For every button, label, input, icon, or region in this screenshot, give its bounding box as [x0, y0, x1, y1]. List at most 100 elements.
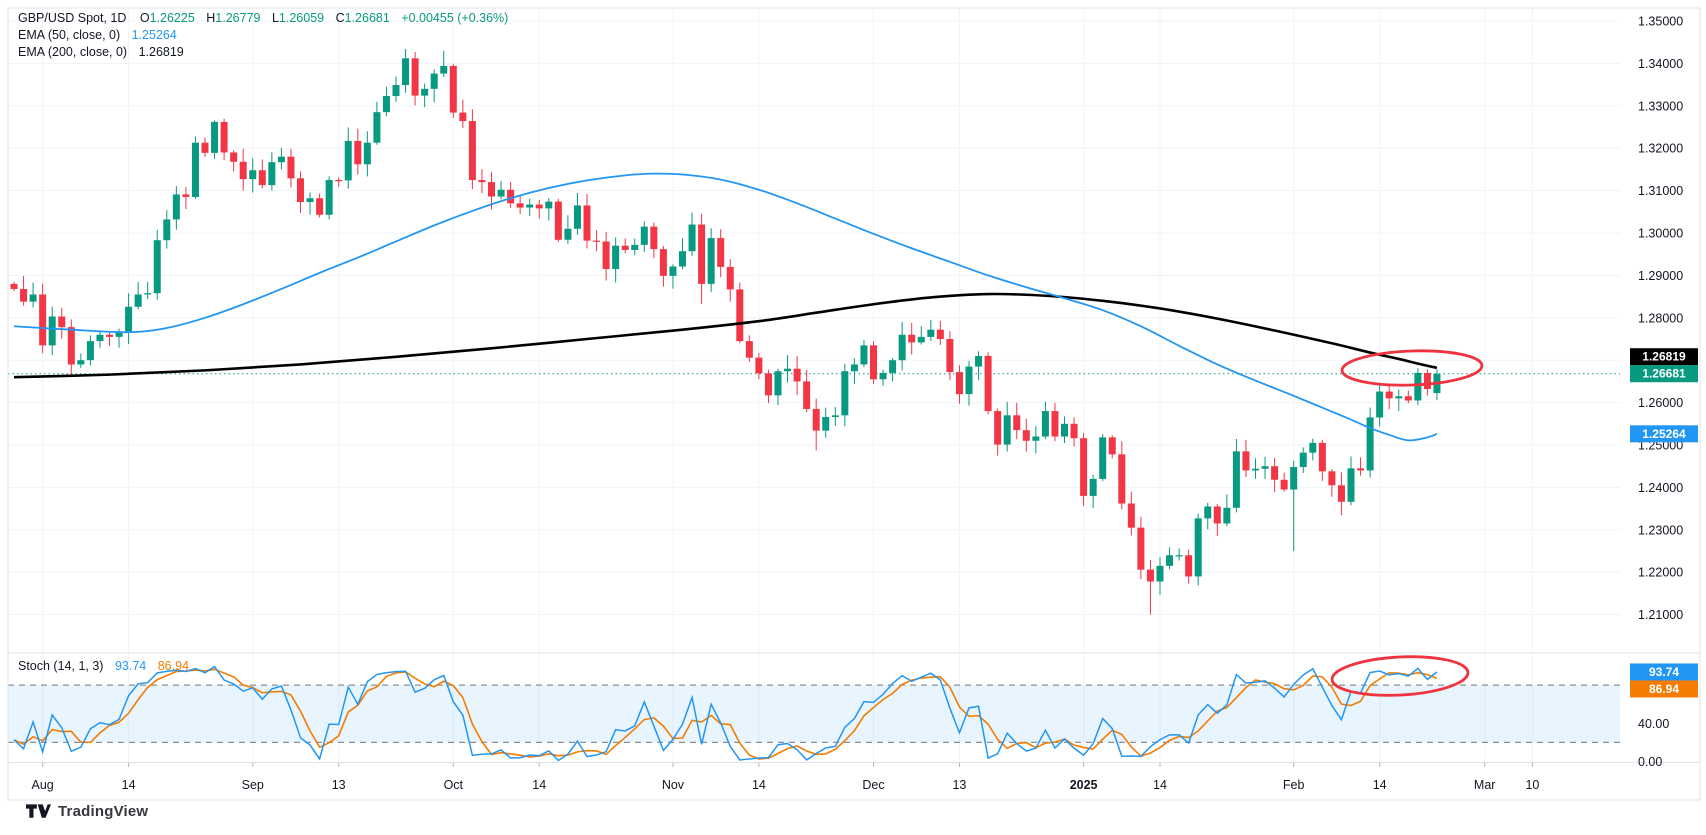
- candle-down: [755, 357, 763, 374]
- candle-down: [659, 249, 667, 276]
- price-axis[interactable]: 1.35000 1.34000 1.33000 1.32000 1.31000 1.300…: [1638, 15, 1683, 770]
- time-axis-label: 2025: [1070, 778, 1098, 792]
- stoch-axis-label: 40.00: [1638, 717, 1669, 731]
- candle-down: [1357, 468, 1365, 471]
- candle-down: [449, 65, 457, 113]
- close-label: C: [335, 11, 345, 25]
- candle-down: [936, 329, 944, 339]
- candle-down: [335, 180, 343, 182]
- candle-down: [39, 294, 47, 346]
- candle-up: [86, 341, 94, 361]
- open-value-group: O1.26225: [140, 11, 195, 25]
- candle-down: [1022, 430, 1030, 441]
- time-axis[interactable]: Aug 14 Sep 13 Oct 14 Nov 14 Dec 13 2025 14 Feb 14 Mar 1…: [32, 763, 1540, 792]
- candle-down: [1051, 411, 1059, 437]
- candle-down: [736, 289, 744, 342]
- candle-down: [1318, 442, 1326, 472]
- candle-down: [220, 121, 228, 153]
- price-axis-label: 1.23000: [1638, 523, 1683, 537]
- stoch-band: [8, 685, 1620, 743]
- tradingview-brand-text: TradingView: [58, 803, 149, 820]
- candle-down: [459, 112, 467, 122]
- time-axis-label: 14: [1373, 778, 1387, 792]
- candle-up: [822, 417, 830, 431]
- candle-up: [1156, 565, 1164, 582]
- candle-down: [602, 241, 610, 270]
- stoch-legend[interactable]: Stoch (14, 1, 3) 93.74 86.94: [18, 659, 189, 673]
- candle-down: [230, 152, 238, 162]
- low-value-group: L1.26059: [272, 11, 324, 25]
- ema50-price-label: 1.25264: [1630, 425, 1698, 443]
- candle-up: [707, 238, 715, 284]
- ema50-line: [13, 172, 1438, 442]
- candle-down: [1404, 396, 1412, 401]
- candle-down: [583, 205, 591, 241]
- candle-up: [640, 226, 648, 245]
- chart-frame: [7, 7, 1701, 801]
- candle-up: [1309, 442, 1317, 453]
- candle-down: [1108, 437, 1116, 455]
- candle-down: [1146, 569, 1154, 582]
- candle-up: [421, 88, 429, 96]
- symbol-legend[interactable]: GBP/USD Spot, 1D O1.26225 H1.26779 L1.26…: [18, 10, 508, 61]
- candle-down: [10, 283, 18, 289]
- candle-up: [1414, 372, 1422, 401]
- candle-up: [774, 371, 782, 396]
- candle-up: [545, 201, 553, 209]
- candle-down: [516, 203, 524, 208]
- price-axis-label: 1.31000: [1638, 184, 1683, 198]
- price-axis-label: 1.33000: [1638, 99, 1683, 113]
- candle-down: [650, 226, 658, 250]
- candle-down: [1137, 527, 1145, 570]
- candle-up: [373, 112, 381, 143]
- candle-up: [1376, 391, 1384, 418]
- candle-up: [115, 331, 123, 337]
- time-axis-label: 10: [1525, 778, 1539, 792]
- close-value: 1.26681: [344, 11, 390, 25]
- candle-down: [908, 334, 916, 343]
- price-axis-label: 1.30000: [1638, 227, 1683, 241]
- time-axis-label: 14: [752, 778, 766, 792]
- ema50-label: EMA (50, close, 0): [18, 28, 121, 42]
- candle-up: [211, 121, 219, 153]
- candle-up: [325, 180, 333, 215]
- svg-text:1.26819: 1.26819: [1642, 350, 1686, 364]
- candle-down: [803, 381, 811, 409]
- svg-text:1.25264: 1.25264: [1642, 427, 1686, 441]
- candle-up: [277, 156, 285, 163]
- candle-up: [29, 294, 37, 302]
- ema200-legend-row[interactable]: EMA (200, close, 0) 1.26819: [18, 44, 508, 61]
- candle-down: [1423, 372, 1431, 390]
- symbol-title[interactable]: GBP/USD Spot, 1D: [18, 11, 127, 25]
- candle-down: [946, 339, 954, 373]
- candle-down: [468, 121, 476, 180]
- candle-up: [440, 65, 448, 74]
- ema200-price-label: 1.26819: [1630, 348, 1698, 366]
- candle-up: [784, 368, 792, 372]
- candle-up: [1089, 478, 1097, 496]
- candle-up: [526, 204, 534, 208]
- candle-up: [249, 170, 257, 180]
- candle-up: [153, 240, 161, 294]
- price-axis-label: 1.26000: [1638, 396, 1683, 410]
- candle-down: [1118, 454, 1126, 504]
- candle-down: [994, 411, 1002, 445]
- symbol-row[interactable]: GBP/USD Spot, 1D O1.26225 H1.26779 L1.26…: [18, 10, 508, 27]
- candle-down: [1080, 438, 1088, 496]
- candle-down: [698, 224, 706, 284]
- candle-down: [297, 178, 304, 203]
- svg-text:1.26681: 1.26681: [1642, 367, 1686, 381]
- candle-up: [172, 194, 180, 220]
- stoch-k-label: 93.74: [1630, 663, 1698, 681]
- candle-up: [1041, 411, 1049, 437]
- candle-up: [1366, 417, 1374, 471]
- stoch-k-line: [13, 665, 1438, 762]
- candle-up: [1194, 518, 1202, 577]
- candle-down: [258, 170, 266, 186]
- tradingview-branding[interactable]: TradingView: [26, 803, 148, 820]
- candle-down: [717, 238, 725, 267]
- candle-down: [984, 355, 992, 412]
- ema50-legend-row[interactable]: EMA (50, close, 0) 1.25264: [18, 27, 508, 44]
- stoch-axis-label: 0.00: [1638, 755, 1662, 769]
